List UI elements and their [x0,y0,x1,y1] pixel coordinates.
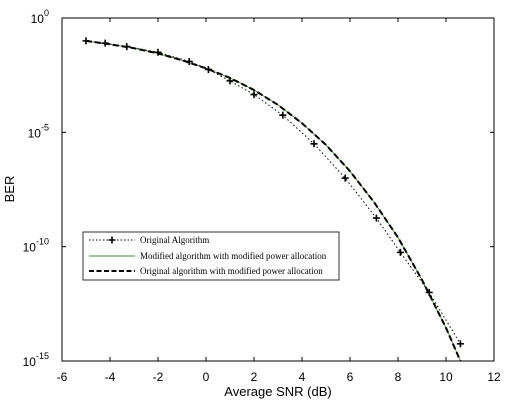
series-point-marker [250,91,258,99]
series-line-0 [85,40,461,345]
legend-marker-original-algorithm [108,236,116,244]
x-tick-label: 12 [487,370,501,384]
x-axis-title: Average SNR (dB) [224,384,331,399]
legend-label-modified-algorithm: Modified algorithm with modified power a… [140,251,327,261]
series-line-2 [85,39,462,362]
y-tick-exponent: -5 [41,122,49,132]
x-tick-label: 0 [203,370,210,384]
x-tick-label: 6 [347,370,354,384]
x-tick-label: 10 [439,370,453,384]
series-point-marker [425,288,433,296]
x-tick-label: -2 [153,370,164,384]
x-tick-label: 4 [299,370,306,384]
series-point-marker [123,43,131,51]
series-point-marker [310,140,318,148]
series-point-marker [396,248,404,256]
series-layer [82,37,464,362]
plot-area [61,17,495,362]
legend-label-original-modified-power: Original algorithm with modified power a… [140,266,323,276]
y-tick-label: 10-15 [23,351,49,369]
y-tick-label: 10-5 [28,122,49,140]
y-axis-title: BER [2,176,17,203]
series-point-marker [372,214,380,222]
series-point-marker [456,340,464,348]
legend-label-original-algorithm: Original Algorithm [140,235,209,245]
x-tick-label: 8 [395,370,402,384]
series-point-marker [154,48,162,56]
series-point-marker [204,65,212,73]
series-point-marker [101,39,109,47]
y-tick-exponent: 0 [44,8,49,18]
legend: Original Algorithm Modified algorithm wi… [82,231,340,281]
y-tick-label: 10-10 [23,237,49,255]
series-point-marker [279,111,287,119]
series-point-marker [185,57,193,65]
series-point-marker [82,37,90,45]
x-tick-label: -6 [57,370,68,384]
y-tick-exponent: -10 [36,237,49,247]
y-tick-exponent: -15 [36,351,49,361]
x-tick-label: 2 [251,370,258,384]
y-tick-label: 100 [31,8,49,26]
series-point-marker [341,174,349,182]
series-point-marker [226,77,234,85]
x-tick-label: -4 [105,370,116,384]
